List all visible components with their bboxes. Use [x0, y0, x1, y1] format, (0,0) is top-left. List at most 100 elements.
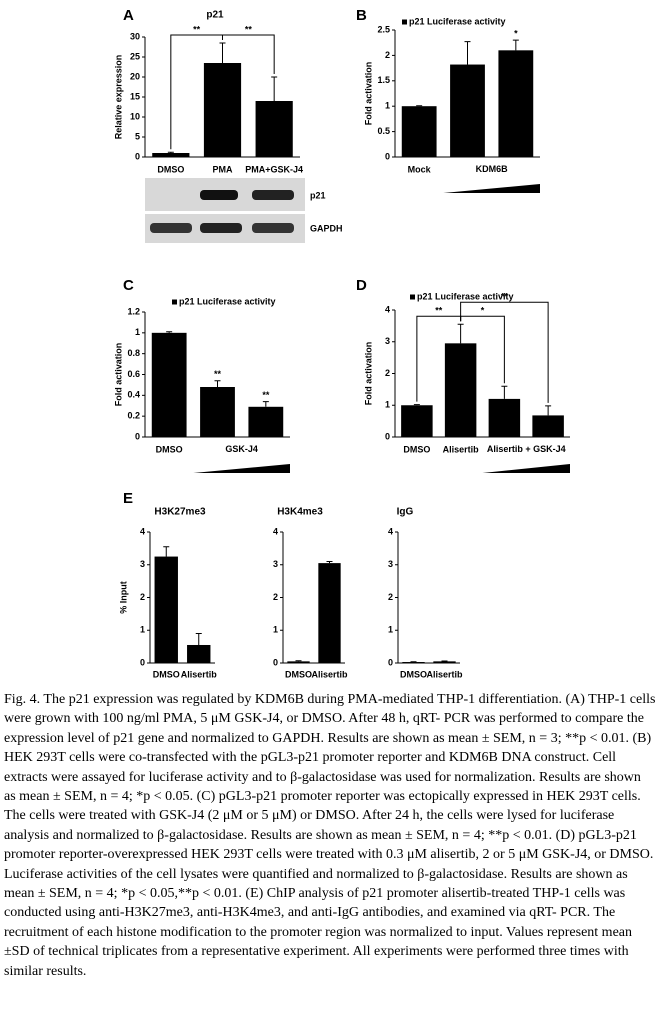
error-bar: [166, 331, 173, 333]
significance: *: [481, 306, 485, 316]
significance: **: [245, 24, 253, 34]
error-bar: [512, 39, 519, 51]
y-tick-label: 2: [385, 368, 390, 378]
error-bar: [457, 323, 464, 344]
error-bar: [501, 385, 508, 399]
bar: [287, 661, 310, 663]
bar: [488, 398, 521, 437]
chart-title: H3K4me3: [277, 507, 323, 518]
y-tick-label: 2: [140, 592, 145, 602]
blot-band: [200, 223, 242, 233]
dose-ramp: [443, 184, 540, 193]
group-label: GSK-J4: [225, 444, 258, 454]
legend-swatch: [172, 299, 177, 305]
caption: Fig. 4. The p21 expression was regulated…: [4, 692, 656, 979]
x-tick-label: Alisertib: [311, 669, 348, 679]
x-tick-label: DMSO: [403, 444, 430, 454]
y-tick-label: 30: [130, 31, 140, 41]
y-tick-label: 4: [140, 526, 145, 536]
x-tick-label: DMSO: [157, 164, 184, 174]
x-tick-label: DMSO: [156, 444, 183, 454]
y-tick-label: 15: [130, 91, 140, 101]
x-tick-label: Alisertib: [181, 669, 218, 679]
x-tick-label: Mock: [408, 164, 432, 174]
y-tick-label: 4: [388, 526, 393, 536]
blot-band: [200, 190, 238, 200]
bar: [152, 153, 190, 157]
x-tick-label: PMA: [213, 164, 234, 174]
chart-title: H3K27me3: [154, 507, 206, 518]
bar: [433, 661, 456, 663]
panel-letter: B: [356, 7, 367, 24]
blot-label: GAPDH: [310, 223, 343, 233]
y-axis-label: % Input: [118, 581, 128, 614]
group-label: KDM6B: [475, 164, 508, 174]
significance-bracket: [460, 301, 549, 403]
y-tick-label: 0.4: [127, 390, 140, 400]
y-tick-label: 5: [135, 131, 140, 141]
dose-ramp: [482, 464, 570, 473]
significance: **: [435, 306, 443, 316]
legend-swatch: [402, 19, 407, 25]
y-tick-label: 1.5: [377, 75, 390, 85]
bar: [248, 406, 284, 437]
chart-title: p21: [206, 10, 224, 21]
y-tick-label: 4: [273, 526, 278, 536]
group-label-box: KDM6B: [475, 164, 508, 174]
error-bar: [326, 560, 333, 564]
x-tick-label: DMSO: [285, 669, 312, 679]
y-tick-label: 0: [135, 431, 140, 441]
bar: [450, 64, 485, 157]
significance: **: [193, 24, 201, 34]
y-tick-label: 10: [130, 111, 140, 121]
error-bar: [163, 546, 170, 557]
y-tick-label: 0: [273, 657, 278, 667]
legend-swatch: [410, 294, 415, 300]
bar: [255, 101, 293, 157]
y-tick-label: 25: [130, 51, 140, 61]
y-tick-label: 1: [140, 625, 145, 635]
group-label-box: Alisertib + GSK-J4: [486, 444, 566, 454]
y-tick-label: 1: [388, 625, 393, 635]
y-tick-label: 1: [135, 327, 140, 337]
bar: [154, 556, 178, 663]
panel-letter: D: [356, 277, 367, 294]
y-tick-label: 4: [385, 304, 390, 314]
bar: [532, 415, 564, 437]
y-tick-label: 1.2: [127, 306, 140, 316]
error-bar: [295, 660, 302, 662]
bar: [200, 387, 235, 437]
y-tick-label: 0.6: [127, 369, 140, 379]
y-tick-label: 3: [273, 559, 278, 569]
error-bar: [416, 105, 423, 107]
blot-band: [150, 223, 192, 233]
panel-letter: E: [123, 490, 133, 507]
y-tick-label: 3: [388, 559, 393, 569]
y-tick-label: 3: [385, 336, 390, 346]
bar: [318, 563, 341, 663]
y-axis-label: Fold activation: [363, 342, 373, 406]
y-tick-label: 3: [140, 559, 145, 569]
error-bar: [214, 380, 221, 387]
error-bar: [271, 76, 278, 101]
bar: [444, 343, 477, 437]
y-tick-label: 20: [130, 71, 140, 81]
y-tick-label: 1: [385, 101, 390, 111]
y-tick-label: 0: [385, 431, 390, 441]
x-tick-label: Alisertib: [443, 444, 480, 454]
y-tick-label: 0: [140, 657, 145, 667]
error-bar: [262, 401, 269, 407]
panel-letter: A: [123, 7, 134, 24]
significance: **: [214, 369, 222, 379]
error-bar: [413, 404, 420, 406]
blot-label: p21: [310, 190, 326, 200]
panel-letter: C: [123, 277, 134, 294]
chart-title: IgG: [397, 507, 414, 518]
bar: [203, 63, 242, 157]
error-bar: [195, 633, 202, 645]
group-label: Alisertib + GSK-J4: [486, 444, 566, 454]
x-tick-label: DMSO: [400, 669, 427, 679]
y-tick-label: 0: [385, 151, 390, 161]
